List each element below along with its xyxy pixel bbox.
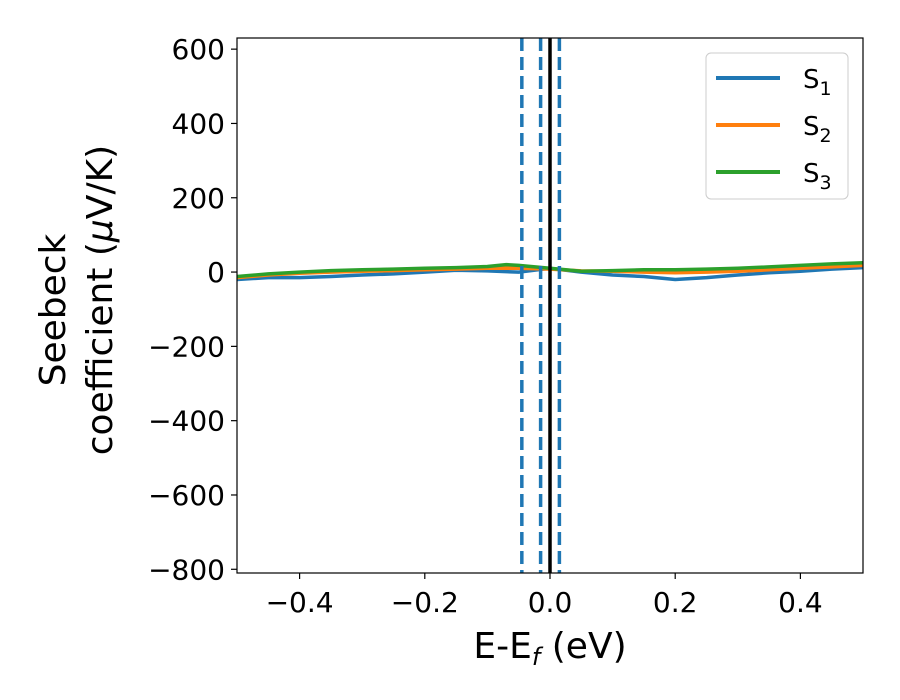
x-tick-label: 0.0 bbox=[528, 586, 573, 619]
y-tick-label: −800 bbox=[148, 553, 225, 586]
y-axis-label-line1: Seebeck bbox=[33, 233, 74, 386]
y-tick-label: −200 bbox=[148, 330, 225, 363]
series-line-s3 bbox=[237, 261, 863, 279]
y-tick-label: 0 bbox=[207, 256, 225, 289]
x-tick-label: 0.2 bbox=[653, 586, 698, 619]
y-tick-label: −400 bbox=[148, 405, 225, 438]
y-axis-label-line2: coefficient (μV/K) bbox=[80, 145, 121, 455]
legend-label-s3: S3 bbox=[803, 159, 832, 194]
y-tick-label: 600 bbox=[172, 33, 225, 66]
legend-label-s1: S1 bbox=[803, 65, 832, 100]
x-tick-label: 0.4 bbox=[778, 586, 823, 619]
x-tick-label: −0.2 bbox=[391, 586, 459, 619]
x-axis-label: E-Ef (eV) bbox=[473, 626, 626, 671]
y-tick-label: 200 bbox=[172, 182, 225, 215]
x-axis-ticks: −0.4 −0.2 0.0 0.2 0.4 bbox=[266, 573, 823, 619]
legend: S1 S2 S3 bbox=[705, 52, 849, 200]
plot-frame bbox=[236, 37, 864, 574]
y-axis-ticks: 600 400 200 0 −200 −400 −600 −800 bbox=[148, 33, 237, 586]
y-tick-label: 400 bbox=[172, 107, 225, 140]
y-tick-label: −600 bbox=[148, 479, 225, 512]
plot-content bbox=[237, 38, 863, 573]
x-tick-label: −0.4 bbox=[266, 586, 334, 619]
legend-label-s2: S2 bbox=[803, 112, 832, 147]
